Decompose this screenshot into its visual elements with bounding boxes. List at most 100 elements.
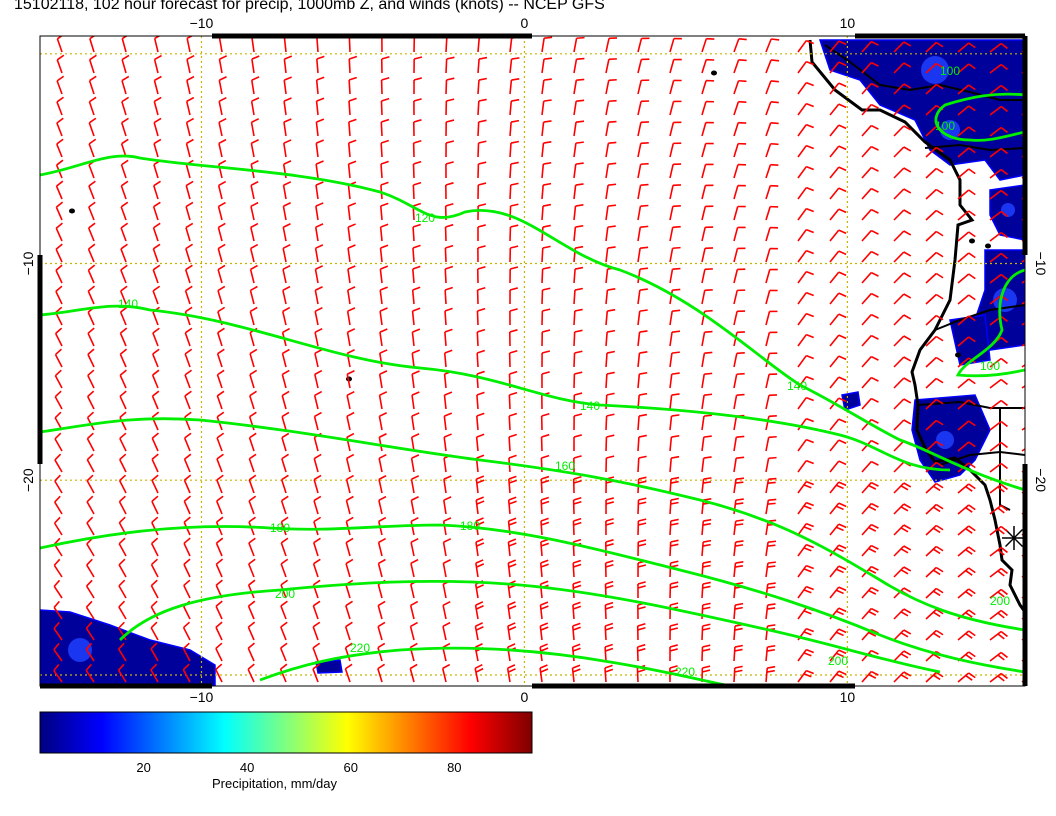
precip-area bbox=[40, 609, 216, 686]
wind-barb bbox=[733, 163, 747, 179]
wind-barb bbox=[151, 516, 159, 536]
wind-barb bbox=[314, 306, 323, 326]
wind-barb bbox=[573, 329, 583, 347]
wind-barb bbox=[411, 328, 421, 347]
wind-barb bbox=[346, 286, 356, 305]
wind-barb bbox=[797, 123, 814, 137]
wind-barb bbox=[119, 285, 128, 305]
wind-barb bbox=[314, 369, 323, 389]
wind-barb bbox=[765, 142, 779, 158]
wind-barb bbox=[119, 348, 128, 368]
wind-barb bbox=[56, 138, 64, 158]
wind-barb bbox=[379, 265, 389, 284]
wind-barb bbox=[1021, 279, 1025, 284]
wind-barb bbox=[379, 328, 388, 347]
wind-barb bbox=[315, 202, 324, 221]
wind-barb bbox=[249, 369, 258, 389]
wind-barb bbox=[573, 350, 583, 368]
wind-barb bbox=[797, 312, 814, 326]
wind-barb bbox=[669, 37, 682, 53]
wind-barb bbox=[56, 96, 64, 116]
wind-barb bbox=[669, 351, 680, 368]
wind-barb bbox=[88, 54, 97, 74]
wind-barb bbox=[410, 558, 419, 578]
wind-barb bbox=[765, 498, 777, 515]
wind-barb bbox=[989, 378, 1008, 389]
contour-line bbox=[934, 92, 1025, 142]
wind-barb bbox=[957, 672, 976, 683]
wind-barb bbox=[507, 601, 517, 620]
wind-barb bbox=[377, 600, 386, 620]
wind-barb bbox=[797, 543, 814, 557]
wind-barb bbox=[183, 537, 191, 557]
wind-barb bbox=[733, 100, 747, 116]
wind-barb bbox=[380, 97, 390, 116]
wind-barb bbox=[281, 348, 290, 368]
wind-barb bbox=[250, 118, 260, 137]
wind-barb bbox=[573, 57, 585, 74]
wind-barb bbox=[218, 96, 227, 116]
wind-barb bbox=[186, 36, 194, 53]
wind-barb bbox=[605, 162, 617, 179]
wind-barb bbox=[119, 453, 127, 473]
wind-barb bbox=[829, 670, 847, 683]
wind-barb bbox=[347, 202, 357, 221]
wind-barb bbox=[442, 559, 451, 578]
wind-barb bbox=[669, 267, 681, 284]
wind-barb bbox=[346, 390, 355, 410]
wind-barb bbox=[118, 579, 127, 599]
wind-barb bbox=[443, 454, 452, 473]
wind-barb bbox=[378, 370, 388, 389]
wind-barb bbox=[637, 351, 648, 368]
wind-barb bbox=[637, 330, 648, 347]
wind-barb bbox=[217, 180, 227, 200]
wind-barb bbox=[541, 161, 552, 179]
wind-barb bbox=[765, 665, 776, 683]
wind-barb bbox=[280, 579, 289, 599]
wind-barb bbox=[280, 495, 289, 515]
wind-barb bbox=[797, 438, 814, 452]
wind-barb bbox=[637, 246, 649, 263]
wind-barb bbox=[345, 474, 354, 494]
wind-barb bbox=[509, 287, 518, 305]
wind-barb bbox=[797, 669, 814, 683]
wind-barb bbox=[540, 412, 550, 431]
wind-barb bbox=[669, 434, 680, 452]
wind-barb bbox=[733, 623, 744, 641]
wind-barb bbox=[669, 414, 680, 431]
wind-barb bbox=[380, 118, 390, 137]
wind-barb bbox=[861, 124, 879, 137]
wind-barb bbox=[442, 538, 452, 557]
wind-barb bbox=[733, 519, 744, 536]
wind-barb bbox=[378, 453, 387, 473]
wind-barb bbox=[442, 642, 451, 662]
wind-barb bbox=[605, 141, 617, 158]
wind-barb bbox=[925, 167, 944, 179]
wind-barb bbox=[346, 432, 355, 452]
wind-barb bbox=[637, 455, 647, 473]
wind-barb bbox=[183, 558, 191, 578]
wind-barb bbox=[669, 644, 678, 662]
wind-barb bbox=[477, 98, 487, 116]
wind-barb bbox=[765, 205, 779, 221]
contour-label: 140 bbox=[118, 297, 138, 311]
precip-area bbox=[841, 391, 861, 411]
wind-barb bbox=[377, 663, 386, 683]
wind-barb bbox=[893, 524, 912, 536]
wind-barb bbox=[925, 335, 944, 347]
wind-barb bbox=[989, 147, 1008, 158]
wind-barb bbox=[281, 432, 290, 452]
island bbox=[711, 70, 717, 76]
wind-barb bbox=[248, 432, 257, 452]
wind-barb bbox=[248, 474, 257, 494]
wind-barb bbox=[186, 54, 195, 74]
wind-barb bbox=[893, 419, 912, 431]
wind-barb bbox=[573, 434, 582, 452]
wind-barb bbox=[925, 398, 944, 410]
lon-tick-label-top: 10 bbox=[840, 15, 856, 31]
border bbox=[824, 44, 1025, 101]
wind-barb bbox=[701, 58, 715, 74]
wind-barb bbox=[540, 496, 550, 515]
contour-line bbox=[40, 304, 951, 472]
wind-barb bbox=[249, 285, 258, 305]
